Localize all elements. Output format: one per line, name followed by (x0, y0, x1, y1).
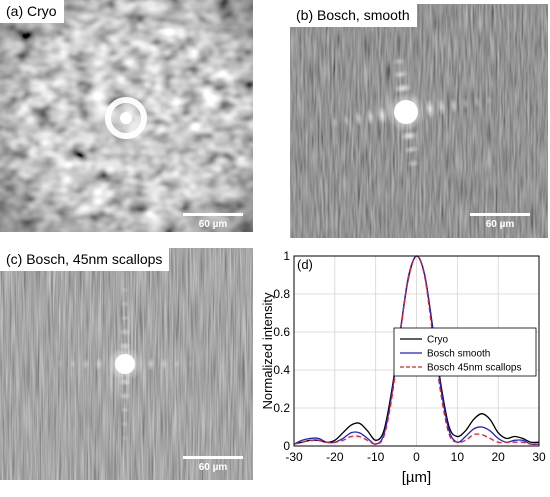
y-tick-label: 0.4 (273, 363, 290, 377)
x-tick-label: 0 (413, 450, 420, 464)
panel-b-label: (b) Bosch, smooth (290, 4, 417, 27)
panel-a-image: (a) Cryo 60 µm (0, 0, 253, 232)
y-tick-label: 0.6 (273, 325, 290, 339)
panel-c-label: (c) Bosch, 45nm scallops (0, 248, 170, 271)
legend-entry: Bosch smooth (427, 349, 490, 360)
bosch-smooth-image (290, 4, 548, 238)
legend-entry: Bosch 45nm scallops (427, 363, 522, 374)
x-tick-label: -10 (367, 450, 385, 464)
y-tick-label: 0 (283, 439, 290, 453)
scale-bar-text: 60 µm (485, 219, 515, 230)
bosch-scallops-image (0, 248, 253, 480)
scale-bar-line (183, 213, 243, 216)
y-tick-label: 1 (283, 249, 290, 263)
panel-a-label: (a) Cryo (0, 0, 64, 23)
plot-frame (293, 255, 540, 447)
intensity-profile-chart: -30 -20 -10 0 10 20 30 0 0.2 0.4 0.6 0.8 1 Normalize… (260, 246, 550, 497)
y-tick-label: 0.8 (273, 287, 290, 301)
panel-c-image: (c) Bosch, 45nm scallops 60 µm (0, 248, 253, 480)
panel-b-image: (b) Bosch, smooth 60 µm (290, 4, 548, 238)
x-tick-label: 30 (532, 450, 546, 464)
y-axis-label: Normalized intensity (260, 292, 275, 410)
scale-bar-text: 60 µm (198, 462, 228, 473)
x-tick-label: 10 (451, 450, 465, 464)
legend-entry: Cryo (427, 335, 449, 346)
scale-bar-text: 60 µm (198, 219, 228, 230)
scale-bar-line (183, 456, 243, 459)
axis-ticks: -30 -20 -10 0 10 20 30 0 0.2 0.4 0.6 0.8 1 (273, 249, 546, 464)
cryo-speckle-image (0, 0, 253, 232)
x-tick-label: 20 (491, 450, 505, 464)
x-tick-label: -20 (326, 450, 344, 464)
scale-bar-line (470, 213, 530, 216)
x-tick-label: -30 (285, 450, 303, 464)
legend: Cryo Bosch smooth Bosch 45nm scallops (393, 327, 537, 377)
legend-box (393, 327, 537, 377)
y-tick-label: 0.2 (273, 401, 290, 415)
x-axis-label: [µm] (402, 469, 431, 486)
panel-d-label: (d) (297, 257, 313, 272)
